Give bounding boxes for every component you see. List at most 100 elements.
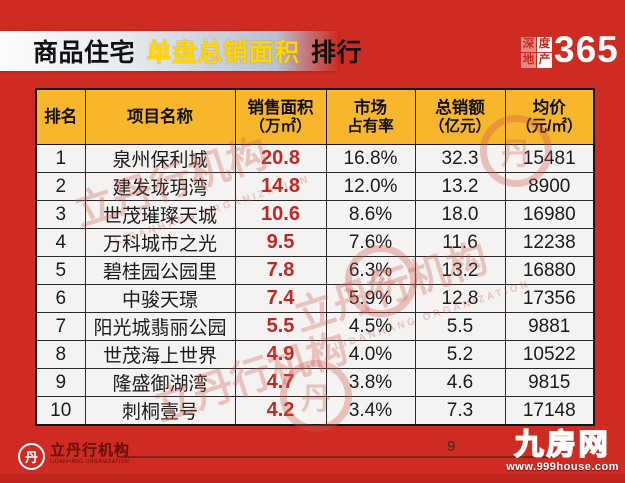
cell-amount: 13.2 <box>414 172 506 201</box>
cell-amount: 7.3 <box>414 396 506 426</box>
col-header-rank: 排名 <box>35 88 86 145</box>
cell-name: 碧桂园公园里 <box>84 256 236 285</box>
cell-area: 4.2 <box>234 396 327 426</box>
cell-amount: 32.3 <box>414 144 506 173</box>
cell-rank: 8 <box>35 340 86 369</box>
cell-price: 8900 <box>504 172 595 201</box>
table-row: 3 世茂璀璨天城 10.6 8.6% 18.0 16980 <box>35 200 595 229</box>
site-name: 九房网 <box>514 428 611 462</box>
cell-area: 20.8 <box>234 144 327 173</box>
table-row: 4 万科城市之光 9.5 7.6% 11.6 12238 <box>35 228 595 257</box>
table-row: 9 隆盛御湖湾 4.7 3.8% 4.6 9815 <box>35 368 595 397</box>
cell-name: 阳光城翡丽公园 <box>84 312 236 341</box>
cell-share: 12.0% <box>325 172 416 201</box>
col-header-price: 均价 （元/㎡） <box>504 88 595 145</box>
cell-amount: 11.6 <box>414 228 506 257</box>
cell-price: 9881 <box>504 312 595 341</box>
logo-char-grid: 深 度 地 产 <box>521 37 552 68</box>
cell-share: 3.4% <box>325 396 416 426</box>
site-logo: 九房网 www.999house.com <box>506 428 619 473</box>
shendu-dichan-365-logo: 深 度 地 产 365 <box>521 31 619 69</box>
cell-rank: 5 <box>35 256 86 285</box>
cell-share: 7.6% <box>325 228 416 257</box>
cell-name: 刺桐壹号 <box>84 396 236 426</box>
cell-share: 16.8% <box>325 144 416 173</box>
cell-share: 4.0% <box>325 340 416 369</box>
logo-char: 产 <box>537 53 552 68</box>
agency-logo-icon: 丹 <box>18 443 45 470</box>
agency-name: 立丹行机构 <box>50 442 131 459</box>
table-body: 1 泉州保利城 20.8 16.8% 32.3 15481 2 建发珑玥湾 14.8 12.0% 1… <box>35 144 595 426</box>
table-row: 5 碧桂园公园里 7.8 6.3% 13.2 16880 <box>35 256 595 285</box>
cell-area: 7.8 <box>234 256 327 285</box>
cell-area: 5.5 <box>234 312 327 341</box>
table-row: 6 中骏天璟 7.4 5.9% 12.8 17356 <box>35 284 595 313</box>
col-header-area: 销售面积 （万㎡） <box>234 88 327 145</box>
title-part2: 排行 <box>310 39 362 67</box>
cell-share: 6.3% <box>325 256 416 285</box>
cell-area: 10.6 <box>234 200 327 229</box>
cell-name: 建发珑玥湾 <box>84 172 236 201</box>
col-header-share: 市场 占有率 <box>325 88 416 145</box>
cell-rank: 3 <box>35 200 86 229</box>
cell-name: 世茂海上世界 <box>84 340 236 369</box>
cell-share: 8.6% <box>325 200 416 229</box>
table-row: 10 刺桐壹号 4.2 3.4% 7.3 17148 <box>35 396 595 426</box>
cell-name: 万科城市之光 <box>84 228 236 257</box>
cell-name: 泉州保利城 <box>84 144 236 173</box>
table-header-row: 排名 项目名称 销售面积 （万㎡） 市场 占有率 总销额 （亿元） 均价 （元/㎡） <box>35 88 595 145</box>
title-part1: 商品住宅 <box>33 39 136 67</box>
cell-area: 7.4 <box>234 284 327 313</box>
cell-amount: 5.2 <box>414 340 506 369</box>
cell-share: 3.8% <box>325 368 416 397</box>
cell-name: 中骏天璟 <box>84 284 236 313</box>
cell-amount: 12.8 <box>414 284 506 313</box>
logo-char: 度 <box>537 37 552 52</box>
title-highlight: 单盘总销面积 <box>146 39 300 67</box>
table-row: 7 阳光城翡丽公园 5.5 4.5% 5.5 9881 <box>35 312 595 341</box>
cell-price: 16980 <box>504 200 595 229</box>
table-row: 2 建发珑玥湾 14.8 12.0% 13.2 8900 <box>35 172 595 201</box>
cell-rank: 1 <box>35 144 86 173</box>
cell-price: 9815 <box>504 368 595 397</box>
cell-rank: 10 <box>35 396 86 426</box>
cell-area: 4.9 <box>234 340 327 369</box>
bottom-tint <box>0 474 625 483</box>
agency-subtitle: LIDANHANG ORGANIZATION <box>50 459 130 465</box>
cell-area: 4.7 <box>234 368 327 397</box>
cell-share: 5.9% <box>325 284 416 313</box>
col-header-amount: 总销额 （亿元） <box>414 88 506 145</box>
logo-365-number: 365 <box>554 29 619 70</box>
ranking-table: 排名 项目名称 销售面积 （万㎡） 市场 占有率 总销额 （亿元） 均价 （元/㎡） 1… <box>35 88 595 426</box>
cell-rank: 7 <box>35 312 86 341</box>
table-row: 8 世茂海上世界 4.9 4.0% 5.2 10522 <box>35 340 595 369</box>
site-url: www.999house.com <box>506 461 619 473</box>
cell-price: 17148 <box>504 396 595 426</box>
page-number: 9 <box>447 438 456 455</box>
logo-char: 地 <box>521 53 536 68</box>
cell-rank: 4 <box>35 228 86 257</box>
cell-amount: 4.6 <box>414 368 506 397</box>
cell-area: 9.5 <box>234 228 327 257</box>
cell-amount: 5.5 <box>414 312 506 341</box>
cell-area: 14.8 <box>234 172 327 201</box>
cell-price: 15481 <box>504 144 595 173</box>
agency-logo: 丹 立丹行机构 LIDANHANG ORGANIZATION <box>18 443 130 470</box>
cell-rank: 9 <box>35 368 86 397</box>
cell-name: 世茂璀璨天城 <box>84 200 236 229</box>
cell-price: 10522 <box>504 340 595 369</box>
cell-name: 隆盛御湖湾 <box>84 368 236 397</box>
cell-share: 4.5% <box>325 312 416 341</box>
cell-price: 16880 <box>504 256 595 285</box>
logo-char: 深 <box>521 37 536 52</box>
col-header-name: 项目名称 <box>84 88 236 145</box>
table-row: 1 泉州保利城 20.8 16.8% 32.3 15481 <box>35 144 595 173</box>
cell-rank: 2 <box>35 172 86 201</box>
cell-price: 17356 <box>504 284 595 313</box>
cell-rank: 6 <box>35 284 86 313</box>
cell-amount: 18.0 <box>414 200 506 229</box>
title-band: 商品住宅 单盘总销面积 排行 <box>0 31 361 71</box>
footer-divider <box>118 456 554 458</box>
page-title: 商品住宅 单盘总销面积 排行 <box>0 33 362 69</box>
